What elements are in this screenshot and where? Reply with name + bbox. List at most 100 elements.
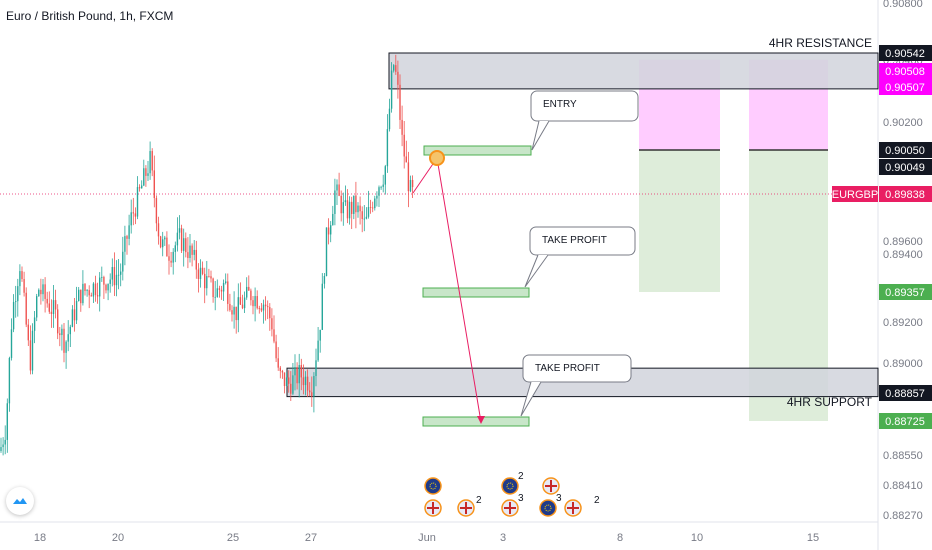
candle-body[interactable] [78,289,80,301]
candle-body[interactable] [31,330,34,371]
candle-body[interactable] [285,377,288,387]
candle-body[interactable] [218,288,221,290]
candle-body[interactable] [340,195,342,214]
candle-body[interactable] [147,173,149,176]
candle-body[interactable] [359,205,361,212]
candle-body[interactable] [96,295,99,297]
candle-body[interactable] [183,238,185,251]
candle-body[interactable] [271,318,273,330]
candle-body[interactable] [210,276,212,279]
candle-body[interactable] [302,377,305,386]
candle-body[interactable] [132,212,134,214]
candle-body[interactable] [246,286,248,298]
candle-body[interactable] [311,392,313,397]
candle-body[interactable] [134,213,137,217]
candle-body[interactable] [405,156,407,163]
callout-box[interactable] [530,90,639,122]
candle-body[interactable] [397,71,399,85]
candle-body[interactable] [86,290,88,292]
candle-body[interactable] [262,304,265,311]
candle-body[interactable] [346,200,349,219]
candle-body[interactable] [243,297,246,309]
candle-body[interactable] [71,309,74,327]
take-profit-box[interactable] [422,416,530,427]
candle-body[interactable] [27,324,29,341]
candle-body[interactable] [149,151,151,174]
candle-body[interactable] [29,340,32,371]
candle-body[interactable] [222,282,225,292]
candle-body[interactable] [235,306,237,321]
candle-body[interactable] [90,295,92,297]
candle-body[interactable] [254,296,256,307]
candle-body[interactable] [42,284,44,295]
candle-body[interactable] [92,283,95,297]
candle-body[interactable] [260,308,263,311]
candle-body[interactable] [48,303,50,312]
candle-body[interactable] [225,281,227,283]
candle-body[interactable] [204,273,206,289]
candle-body[interactable] [88,290,90,296]
candle-body[interactable] [275,341,277,359]
candle-body[interactable] [187,252,189,259]
candle-body[interactable] [206,276,208,289]
candle-body[interactable] [23,279,25,293]
candle-body[interactable] [365,216,368,219]
candle-body[interactable] [197,269,200,279]
candle-body[interactable] [6,403,8,440]
candle-body[interactable] [44,284,46,299]
candle-body[interactable] [25,292,27,325]
candle-body[interactable] [283,372,286,387]
candle-body[interactable] [159,236,162,248]
candle-body[interactable] [290,383,292,394]
candle-body[interactable] [306,376,309,391]
candle-body[interactable] [10,329,13,358]
candle-body[interactable] [82,283,84,304]
candle-body[interactable] [84,283,86,292]
candle-body[interactable] [288,377,290,384]
candle-body[interactable] [296,367,298,384]
candle-body[interactable] [344,200,347,203]
candle-body[interactable] [141,185,143,189]
candle-body[interactable] [151,151,153,171]
candle-body[interactable] [50,311,53,314]
candle-body[interactable] [172,251,174,263]
candle-body[interactable] [395,65,397,72]
candle-body[interactable] [115,274,118,286]
candle-body[interactable] [367,207,370,217]
candle-body[interactable] [59,333,61,336]
candle-body[interactable] [256,296,258,309]
candle-body[interactable] [33,317,36,331]
candle-body[interactable] [294,367,296,376]
candle-body[interactable] [12,302,15,330]
candle-body[interactable] [199,267,202,279]
candle-body[interactable] [4,439,6,445]
candle-body[interactable] [153,170,155,199]
candle-body[interactable] [321,283,323,330]
callout-box[interactable] [522,354,632,383]
candle-body[interactable] [361,211,363,219]
candle-body[interactable] [252,300,254,307]
candle-body[interactable] [258,308,260,310]
candle-body[interactable] [248,286,250,291]
candle-body[interactable] [376,195,378,199]
candle-body[interactable] [193,249,195,255]
candle-body[interactable] [185,238,187,253]
entry-order-box[interactable] [423,145,532,156]
candle-body[interactable] [176,232,179,246]
candle-body[interactable] [191,245,193,255]
candle-body[interactable] [313,376,315,397]
candle-body[interactable] [384,166,386,185]
candle-body[interactable] [407,162,410,192]
candle-body[interactable] [323,276,326,284]
candle-body[interactable] [298,365,300,384]
candle-body[interactable] [109,279,111,284]
candle-body[interactable] [309,390,311,393]
candle-body[interactable] [351,201,353,214]
eu-flag-icon[interactable] [424,477,442,495]
candle-body[interactable] [99,277,101,297]
candle-body[interactable] [38,289,40,297]
candle-body[interactable] [138,187,141,189]
candle-body[interactable] [409,179,412,192]
candle-body[interactable] [155,198,158,224]
